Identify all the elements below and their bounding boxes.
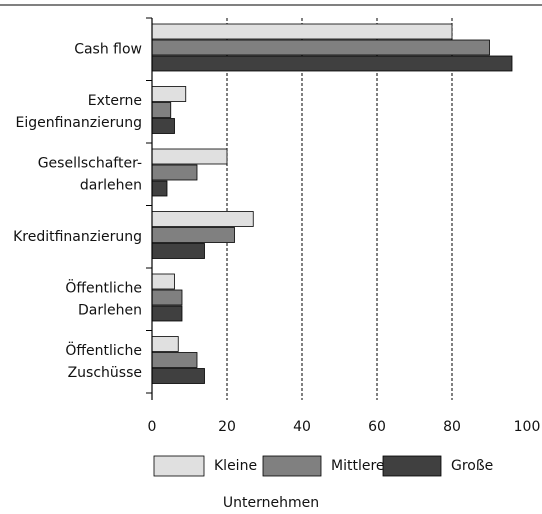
legend-swatch <box>382 455 442 477</box>
y-tick-label: Kreditfinanzierung <box>13 229 142 245</box>
bar <box>151 305 183 322</box>
bar <box>151 118 175 134</box>
x-tick-label: 40 <box>293 419 311 435</box>
bar <box>151 243 205 259</box>
bar <box>151 227 235 243</box>
y-tick-label: Darlehen <box>78 302 142 318</box>
x-tick-label: 80 <box>443 419 461 435</box>
legend-label: Große <box>451 458 493 474</box>
y-tick-label: Externe <box>88 93 142 109</box>
y-tick-label: darlehen <box>80 177 142 193</box>
bar <box>151 180 168 197</box>
bar <box>151 336 179 352</box>
bar <box>151 368 205 384</box>
legend-title: Unternehmen <box>223 495 319 511</box>
y-tick-label: Gesellschafter- <box>38 155 142 171</box>
y-tick-label: Öffentliche <box>65 278 142 296</box>
bar <box>151 211 254 227</box>
bar <box>151 352 198 368</box>
legend-swatch <box>153 455 205 477</box>
x-tick-label: 60 <box>368 419 386 435</box>
y-tick-label: Öffentliche <box>65 341 142 359</box>
bar <box>151 148 228 165</box>
bar <box>151 273 175 290</box>
bar <box>151 39 490 56</box>
bar <box>151 86 187 102</box>
y-tick-label: Cash flow <box>74 41 142 57</box>
bar <box>151 164 198 181</box>
bar <box>151 23 453 40</box>
bar <box>151 102 172 118</box>
legend-label: Mittlere <box>331 458 385 474</box>
x-tick-label: 0 <box>148 419 157 435</box>
x-tick-label: 100 <box>514 419 541 435</box>
legend-swatch <box>262 455 322 477</box>
y-tick-label: Zuschüsse <box>68 365 142 381</box>
x-tick-label: 20 <box>218 419 236 435</box>
bar <box>151 55 513 72</box>
legend-label: Kleine <box>214 458 257 474</box>
y-tick-label: Eigenfinanzierung <box>16 115 143 131</box>
bar <box>151 289 183 306</box>
